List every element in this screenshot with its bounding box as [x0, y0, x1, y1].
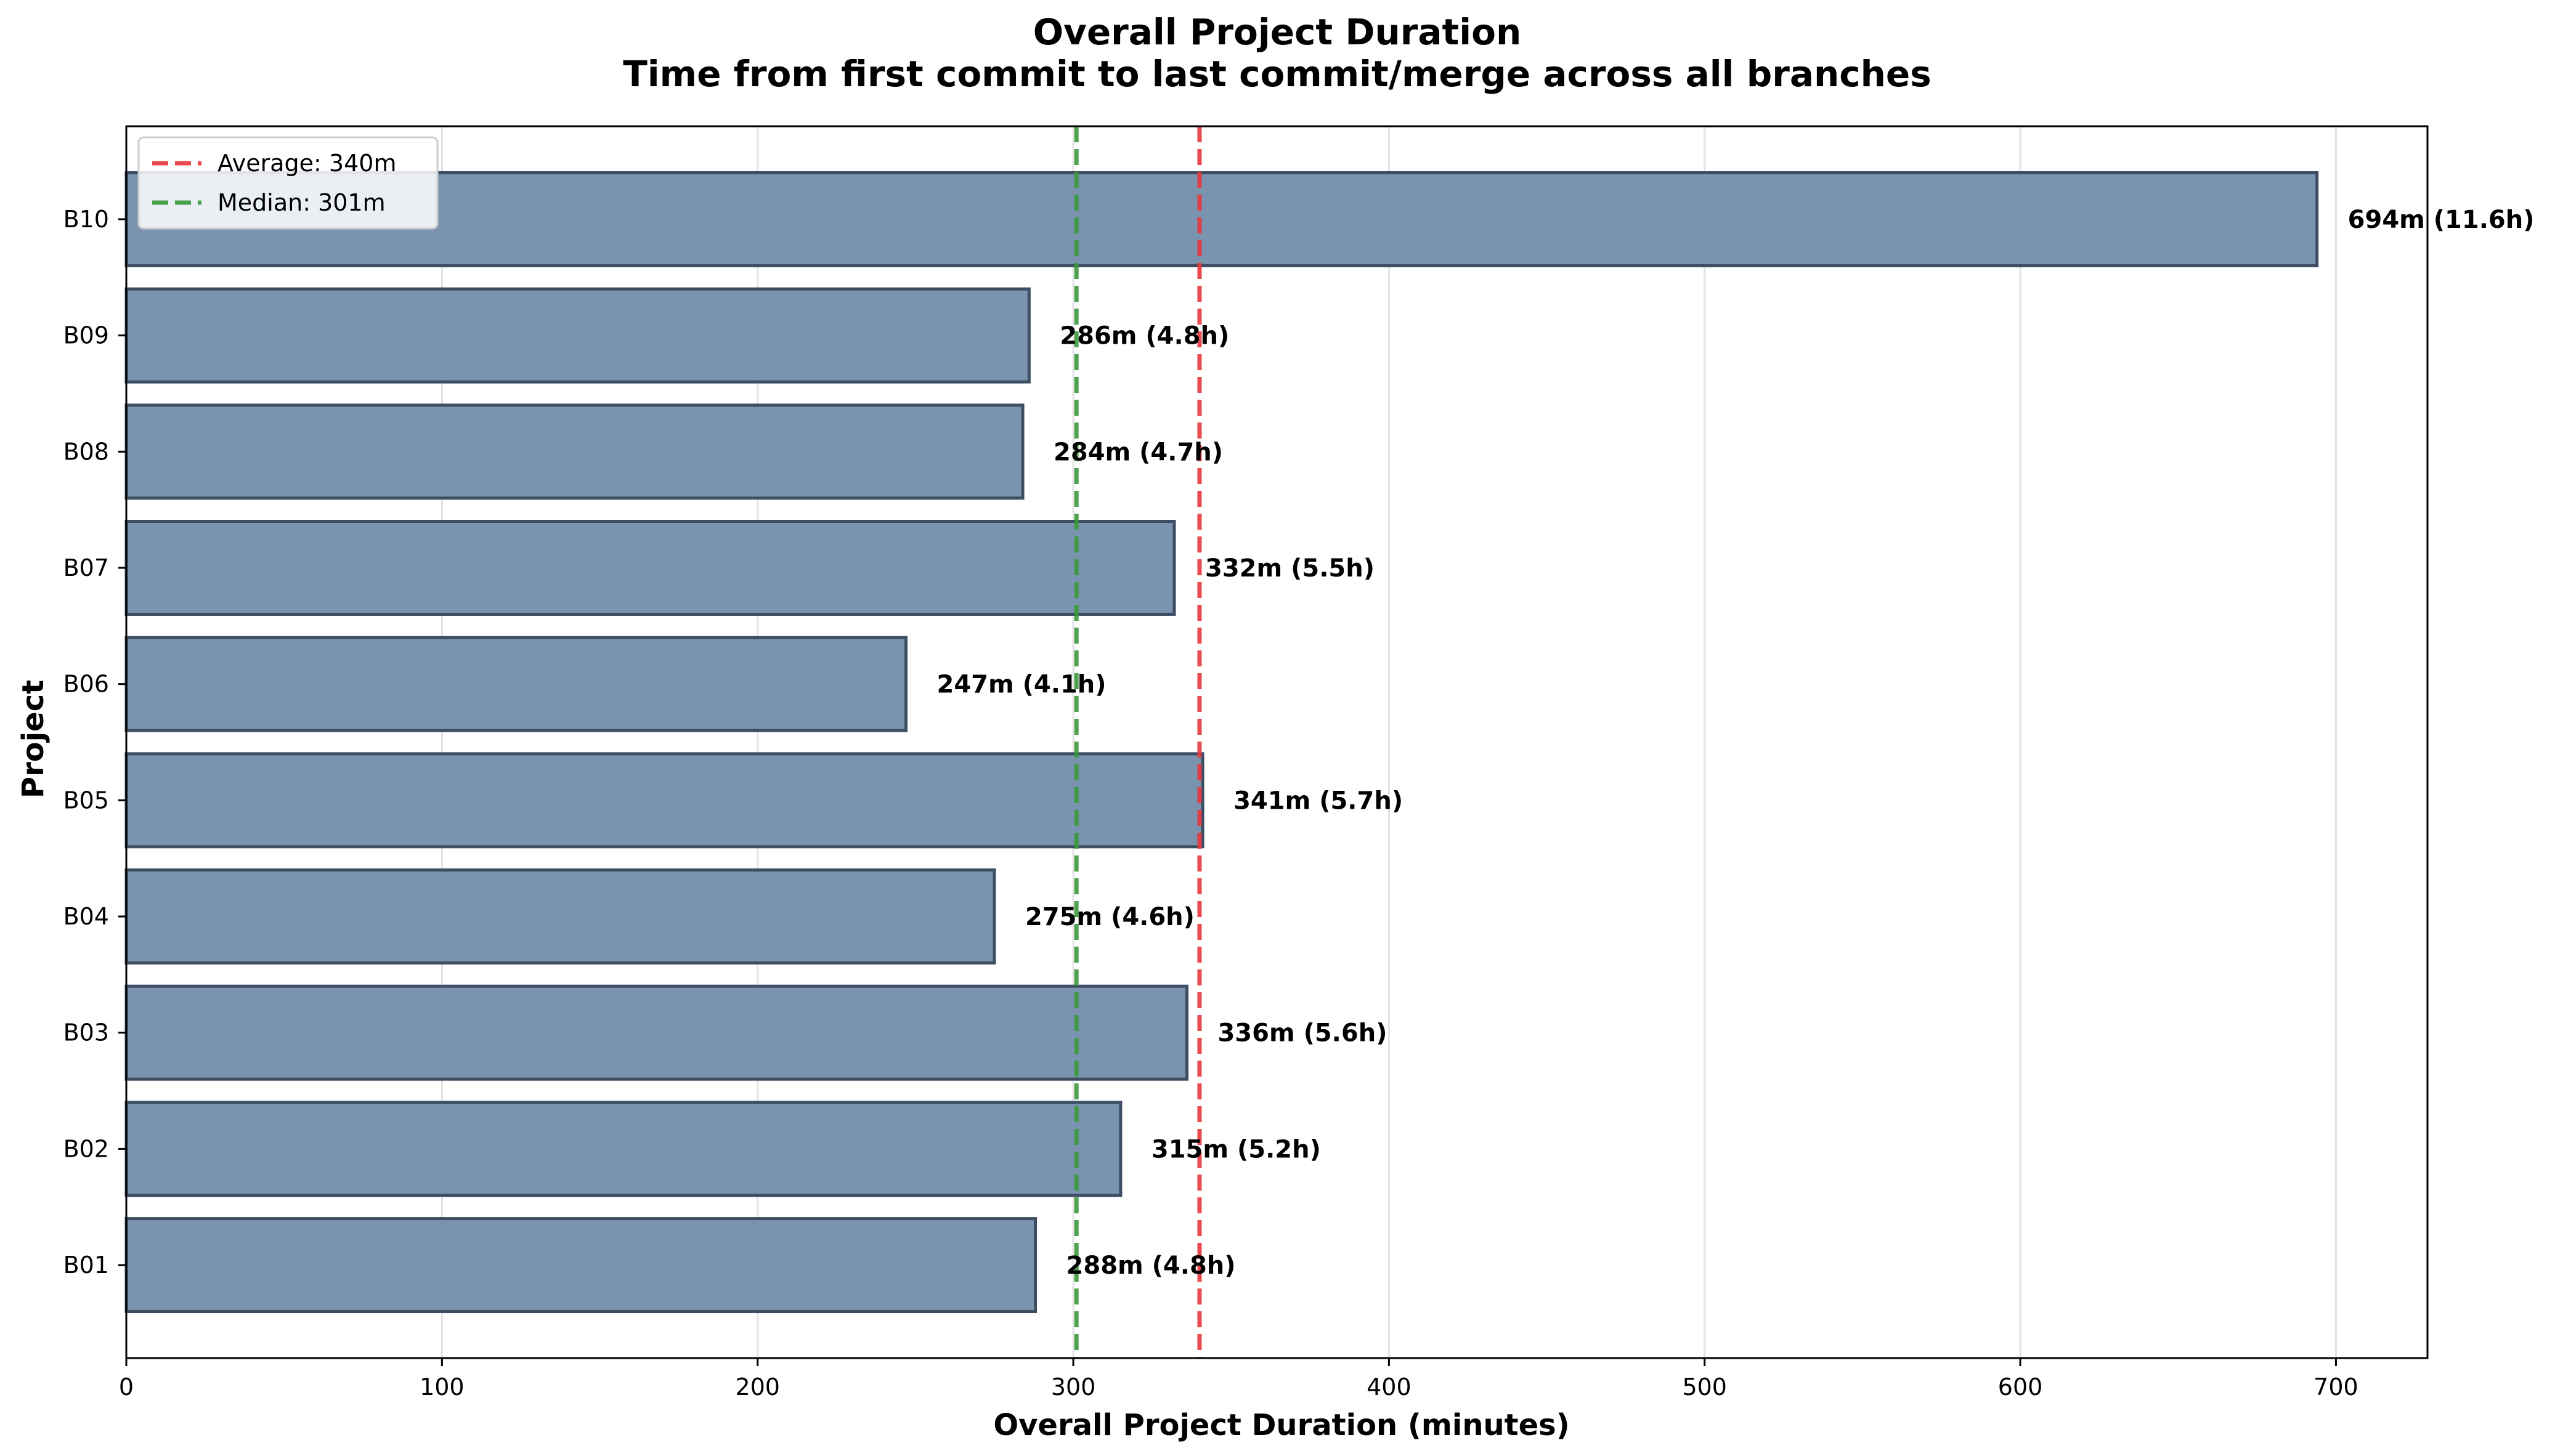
y-tick-label-b09: B09: [63, 322, 109, 349]
bar-b02: [124, 1101, 1123, 1197]
bar-b01: [124, 1217, 1038, 1314]
bar-b04: [124, 868, 996, 965]
bar-b07: [124, 520, 1176, 616]
x-tick-label: 0: [119, 1373, 134, 1401]
chart-title: Overall Project Duration: [1033, 11, 1522, 53]
data-labels: 288m (4.8h) 315m (5.2h) 336m (5.6h) 275m (4…: [936, 206, 2534, 1280]
bar-b09: [124, 287, 1031, 384]
x-tick-label: 200: [735, 1373, 780, 1401]
data-label-b08: 284m (4.7h): [1054, 438, 1223, 466]
x-axis-label: Overall Project Duration (minutes): [993, 1408, 1569, 1442]
y-tick-label-b07: B07: [63, 554, 109, 581]
x-tick-label: 400: [1367, 1373, 1412, 1401]
data-label-b04: 275m (4.6h): [1025, 903, 1195, 931]
chart-subtitle: Time from first commit to last commit/me…: [623, 53, 1931, 95]
y-axis-label: Project: [16, 680, 51, 798]
x-tick-label: 700: [2313, 1373, 2358, 1401]
y-tick-label-b02: B02: [63, 1135, 109, 1162]
plot-frame: [125, 125, 2429, 1359]
bar-b08: [124, 403, 1025, 500]
y-tick-label-b06: B06: [63, 671, 109, 698]
bar-b05: [124, 752, 1204, 849]
reference-lines: [1074, 126, 1202, 1358]
y-tick-label-b05: B05: [63, 787, 109, 814]
bar-b10: [124, 171, 2319, 267]
legend-box: [137, 136, 439, 230]
data-label-b09: 286m (4.8h): [1060, 322, 1229, 350]
x-tick-label: 300: [1051, 1373, 1096, 1401]
x-tick-label: 100: [420, 1373, 465, 1401]
data-label-b10: 694m (11.6h): [2348, 206, 2535, 234]
y-tick-label-b08: B08: [63, 438, 109, 465]
y-tick-label-b01: B01: [63, 1252, 109, 1279]
data-label-b07: 332m (5.5h): [1205, 554, 1375, 583]
legend-average-label: Average: 340m: [217, 150, 396, 177]
legend-median-label: Median: 301m: [217, 189, 386, 216]
bar-b06: [124, 636, 908, 732]
data-label-b01: 288m (4.8h): [1066, 1252, 1236, 1280]
x-tick-label: 500: [1682, 1373, 1727, 1401]
y-tick-label-b04: B04: [63, 903, 109, 930]
data-label-b02: 315m (5.2h): [1152, 1135, 1321, 1163]
axes: 0 100 200 300 400 500 600 700 B01 B02 B03 B04 B05 B06…: [63, 125, 2429, 1401]
y-tick-label-b03: B03: [63, 1019, 109, 1046]
data-label-b05: 341m (5.7h): [1233, 787, 1403, 815]
legend: Average: 340m Median: 301m: [137, 136, 439, 230]
data-label-b03: 336m (5.6h): [1217, 1019, 1387, 1048]
bar-b03: [124, 984, 1188, 1081]
y-tick-label-b10: B10: [63, 206, 109, 233]
data-label-b06: 247m (4.1h): [936, 671, 1106, 699]
x-tick-label: 600: [1998, 1373, 2043, 1401]
